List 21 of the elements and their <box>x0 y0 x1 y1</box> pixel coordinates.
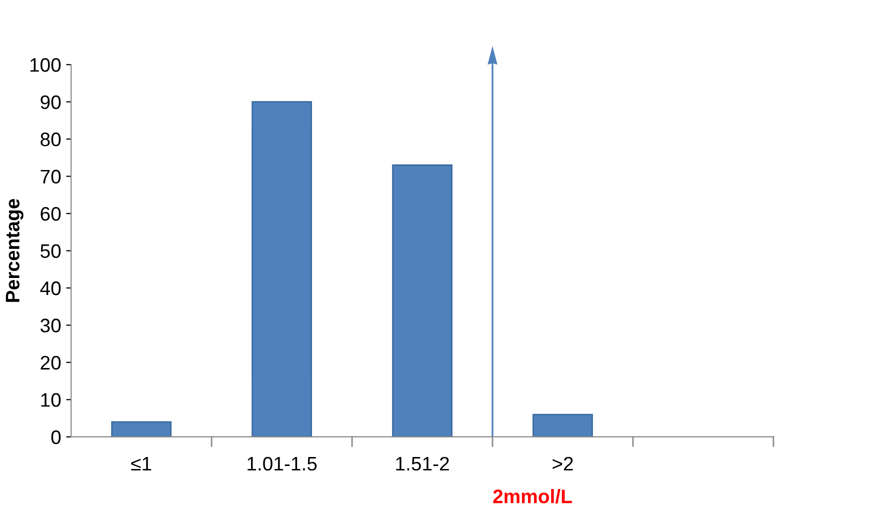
y-tick-label: 90 <box>40 95 61 110</box>
bar <box>532 414 593 437</box>
y-tick-label: 40 <box>40 281 61 296</box>
x-tick-label: ≤1 <box>131 457 152 470</box>
y-tick-label: 50 <box>40 244 61 258</box>
bar <box>111 421 172 437</box>
y-tick-label: 0 <box>51 430 61 444</box>
x-tick-label: 1.01-1.5 <box>248 456 317 471</box>
y-tick-label: 80 <box>40 132 61 146</box>
y-axis-title: Percentage <box>6 198 24 302</box>
x-tick-label: >2 <box>552 456 573 470</box>
y-tick-label: 10 <box>41 393 61 407</box>
y-tick-label: 70 <box>40 170 61 184</box>
text: 2mmol/L <box>493 488 572 504</box>
bar <box>252 101 312 437</box>
y-tick-label: 30 <box>40 318 61 332</box>
y-tick-label: 100 <box>30 58 61 72</box>
y-tick-label: 60 <box>40 206 61 221</box>
bar <box>392 164 452 437</box>
y-tick-label: 20 <box>40 356 61 370</box>
x-tick-label: 1.51-2 <box>396 456 449 471</box>
